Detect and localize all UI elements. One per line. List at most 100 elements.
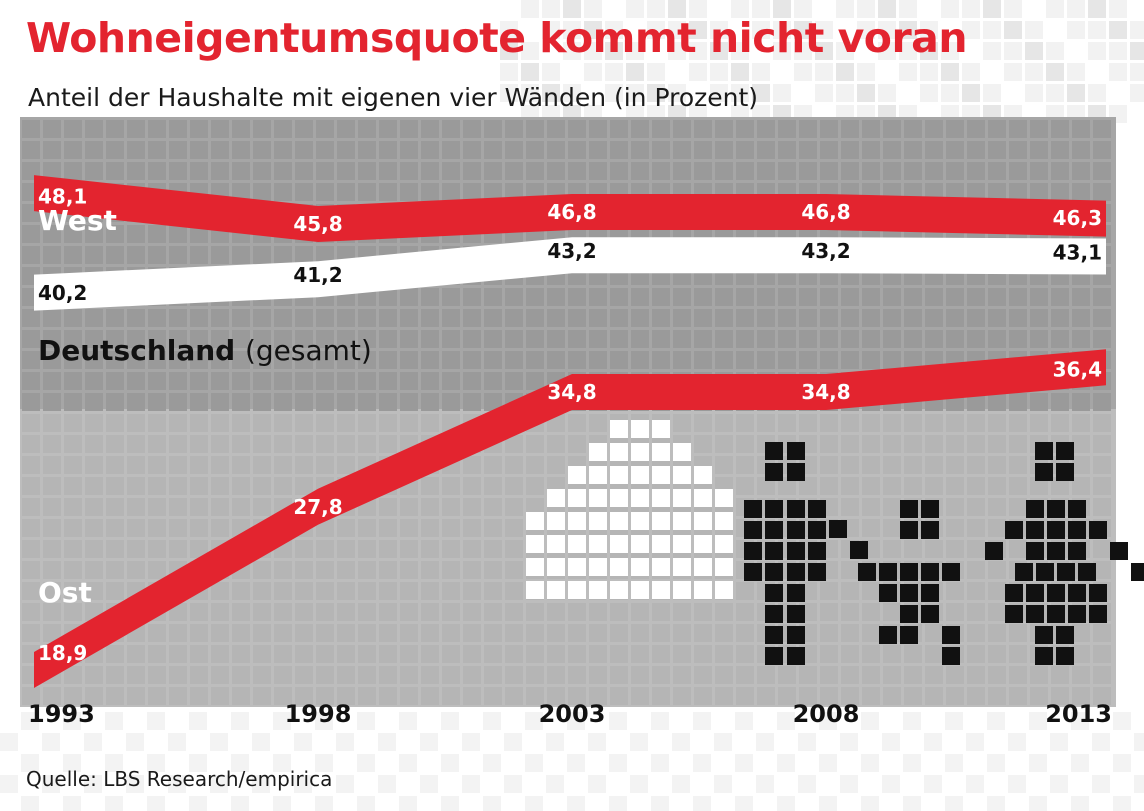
- bg-tile: [190, 309, 208, 327]
- bg-tile: [232, 414, 250, 432]
- bg-tile: [1030, 288, 1048, 306]
- bg-family-tile: [1026, 521, 1044, 539]
- bg-tile: [106, 330, 124, 348]
- bg-tile: [22, 372, 40, 390]
- bg-tile: [883, 519, 901, 537]
- bg-tile: [253, 624, 271, 642]
- bg-tile: [563, 84, 581, 102]
- bg-tile: [484, 645, 502, 663]
- bg-house-tile: [631, 489, 649, 507]
- bg-tile: [127, 393, 145, 411]
- bg-tile: [563, 0, 581, 18]
- bg-tile: [794, 21, 812, 39]
- bg-tile: [399, 754, 417, 772]
- bg-tile: [819, 754, 837, 772]
- bg-tile: [1093, 540, 1111, 558]
- bg-tile: [400, 414, 418, 432]
- series-band-ost: [34, 349, 1106, 688]
- bg-tile: [946, 141, 964, 159]
- bg-tile: [715, 435, 733, 453]
- bg-family-tile: [1047, 542, 1065, 560]
- bg-tile: [484, 687, 502, 705]
- bg-tile: [967, 582, 985, 600]
- bg-tile: [400, 309, 418, 327]
- bg-tile: [589, 120, 607, 138]
- bg-tile: [694, 687, 712, 705]
- bg-tile: [1093, 288, 1111, 306]
- bg-tile: [64, 246, 82, 264]
- bg-tile: [22, 309, 40, 327]
- bg-tile: [610, 687, 628, 705]
- bg-tile: [547, 624, 565, 642]
- bg-tile: [778, 666, 796, 684]
- bg-tile: [820, 120, 838, 138]
- bg-house-tile: [631, 420, 649, 438]
- bg-family-tile: [765, 647, 783, 665]
- bg-tile: [232, 582, 250, 600]
- bg-tile: [505, 141, 523, 159]
- bg-tile: [983, 42, 1001, 60]
- bg-tile: [400, 687, 418, 705]
- bg-tile: [190, 414, 208, 432]
- bg-tile: [673, 624, 691, 642]
- bg-tile: [274, 120, 292, 138]
- bg-tile: [820, 414, 838, 432]
- bg-tile: [295, 330, 313, 348]
- bg-tile: [878, 84, 896, 102]
- bg-family-tile: [1047, 521, 1065, 539]
- bg-tile: [841, 309, 859, 327]
- bg-tile: [85, 435, 103, 453]
- bg-tile: [526, 666, 544, 684]
- bg-tile: [1093, 645, 1111, 663]
- bg-tile: [1030, 477, 1048, 495]
- bg-tile: [43, 498, 61, 516]
- bg-tile: [442, 309, 460, 327]
- bg-tile: [315, 712, 333, 730]
- bg-family-tile: [787, 584, 805, 602]
- bg-tile: [988, 456, 1006, 474]
- bg-tile: [169, 120, 187, 138]
- bg-tile: [920, 21, 938, 39]
- bg-tile: [820, 141, 838, 159]
- bg-tile: [589, 666, 607, 684]
- bg-tile: [547, 603, 565, 621]
- bg-tile: [106, 456, 124, 474]
- bg-tile: [316, 645, 334, 663]
- bg-tile: [231, 712, 249, 730]
- bg-tile: [64, 603, 82, 621]
- bg-house-tile: [715, 512, 733, 530]
- bg-tile: [946, 162, 964, 180]
- bg-tile: [925, 624, 943, 642]
- bg-tile: [190, 435, 208, 453]
- bg-tile: [400, 120, 418, 138]
- bg-tile: [883, 477, 901, 495]
- bg-tile: [127, 435, 145, 453]
- bg-tile: [966, 775, 984, 793]
- bg-tile: [484, 162, 502, 180]
- bg-tile: [463, 603, 481, 621]
- bg-tile: [379, 372, 397, 390]
- bg-tile: [22, 540, 40, 558]
- bg-tile: [421, 666, 439, 684]
- bg-tile: [463, 288, 481, 306]
- bg-tile: [757, 351, 775, 369]
- bg-tile: [253, 372, 271, 390]
- bg-tile: [1072, 645, 1090, 663]
- bg-house-tile: [589, 512, 607, 530]
- bg-tile: [316, 372, 334, 390]
- bg-tile: [883, 687, 901, 705]
- bg-tile: [442, 372, 460, 390]
- bg-tile: [1046, 42, 1064, 60]
- bg-tile: [106, 246, 124, 264]
- bg-tile: [1051, 666, 1069, 684]
- bg-tile: [379, 540, 397, 558]
- bg-tile: [484, 477, 502, 495]
- bg-tile: [43, 393, 61, 411]
- bg-family-tile: [765, 500, 783, 518]
- bg-tile: [189, 754, 207, 772]
- bg-tile: [43, 120, 61, 138]
- bg-tile: [211, 162, 229, 180]
- bg-tile: [584, 0, 602, 18]
- bg-tile: [904, 141, 922, 159]
- bg-tile: [316, 687, 334, 705]
